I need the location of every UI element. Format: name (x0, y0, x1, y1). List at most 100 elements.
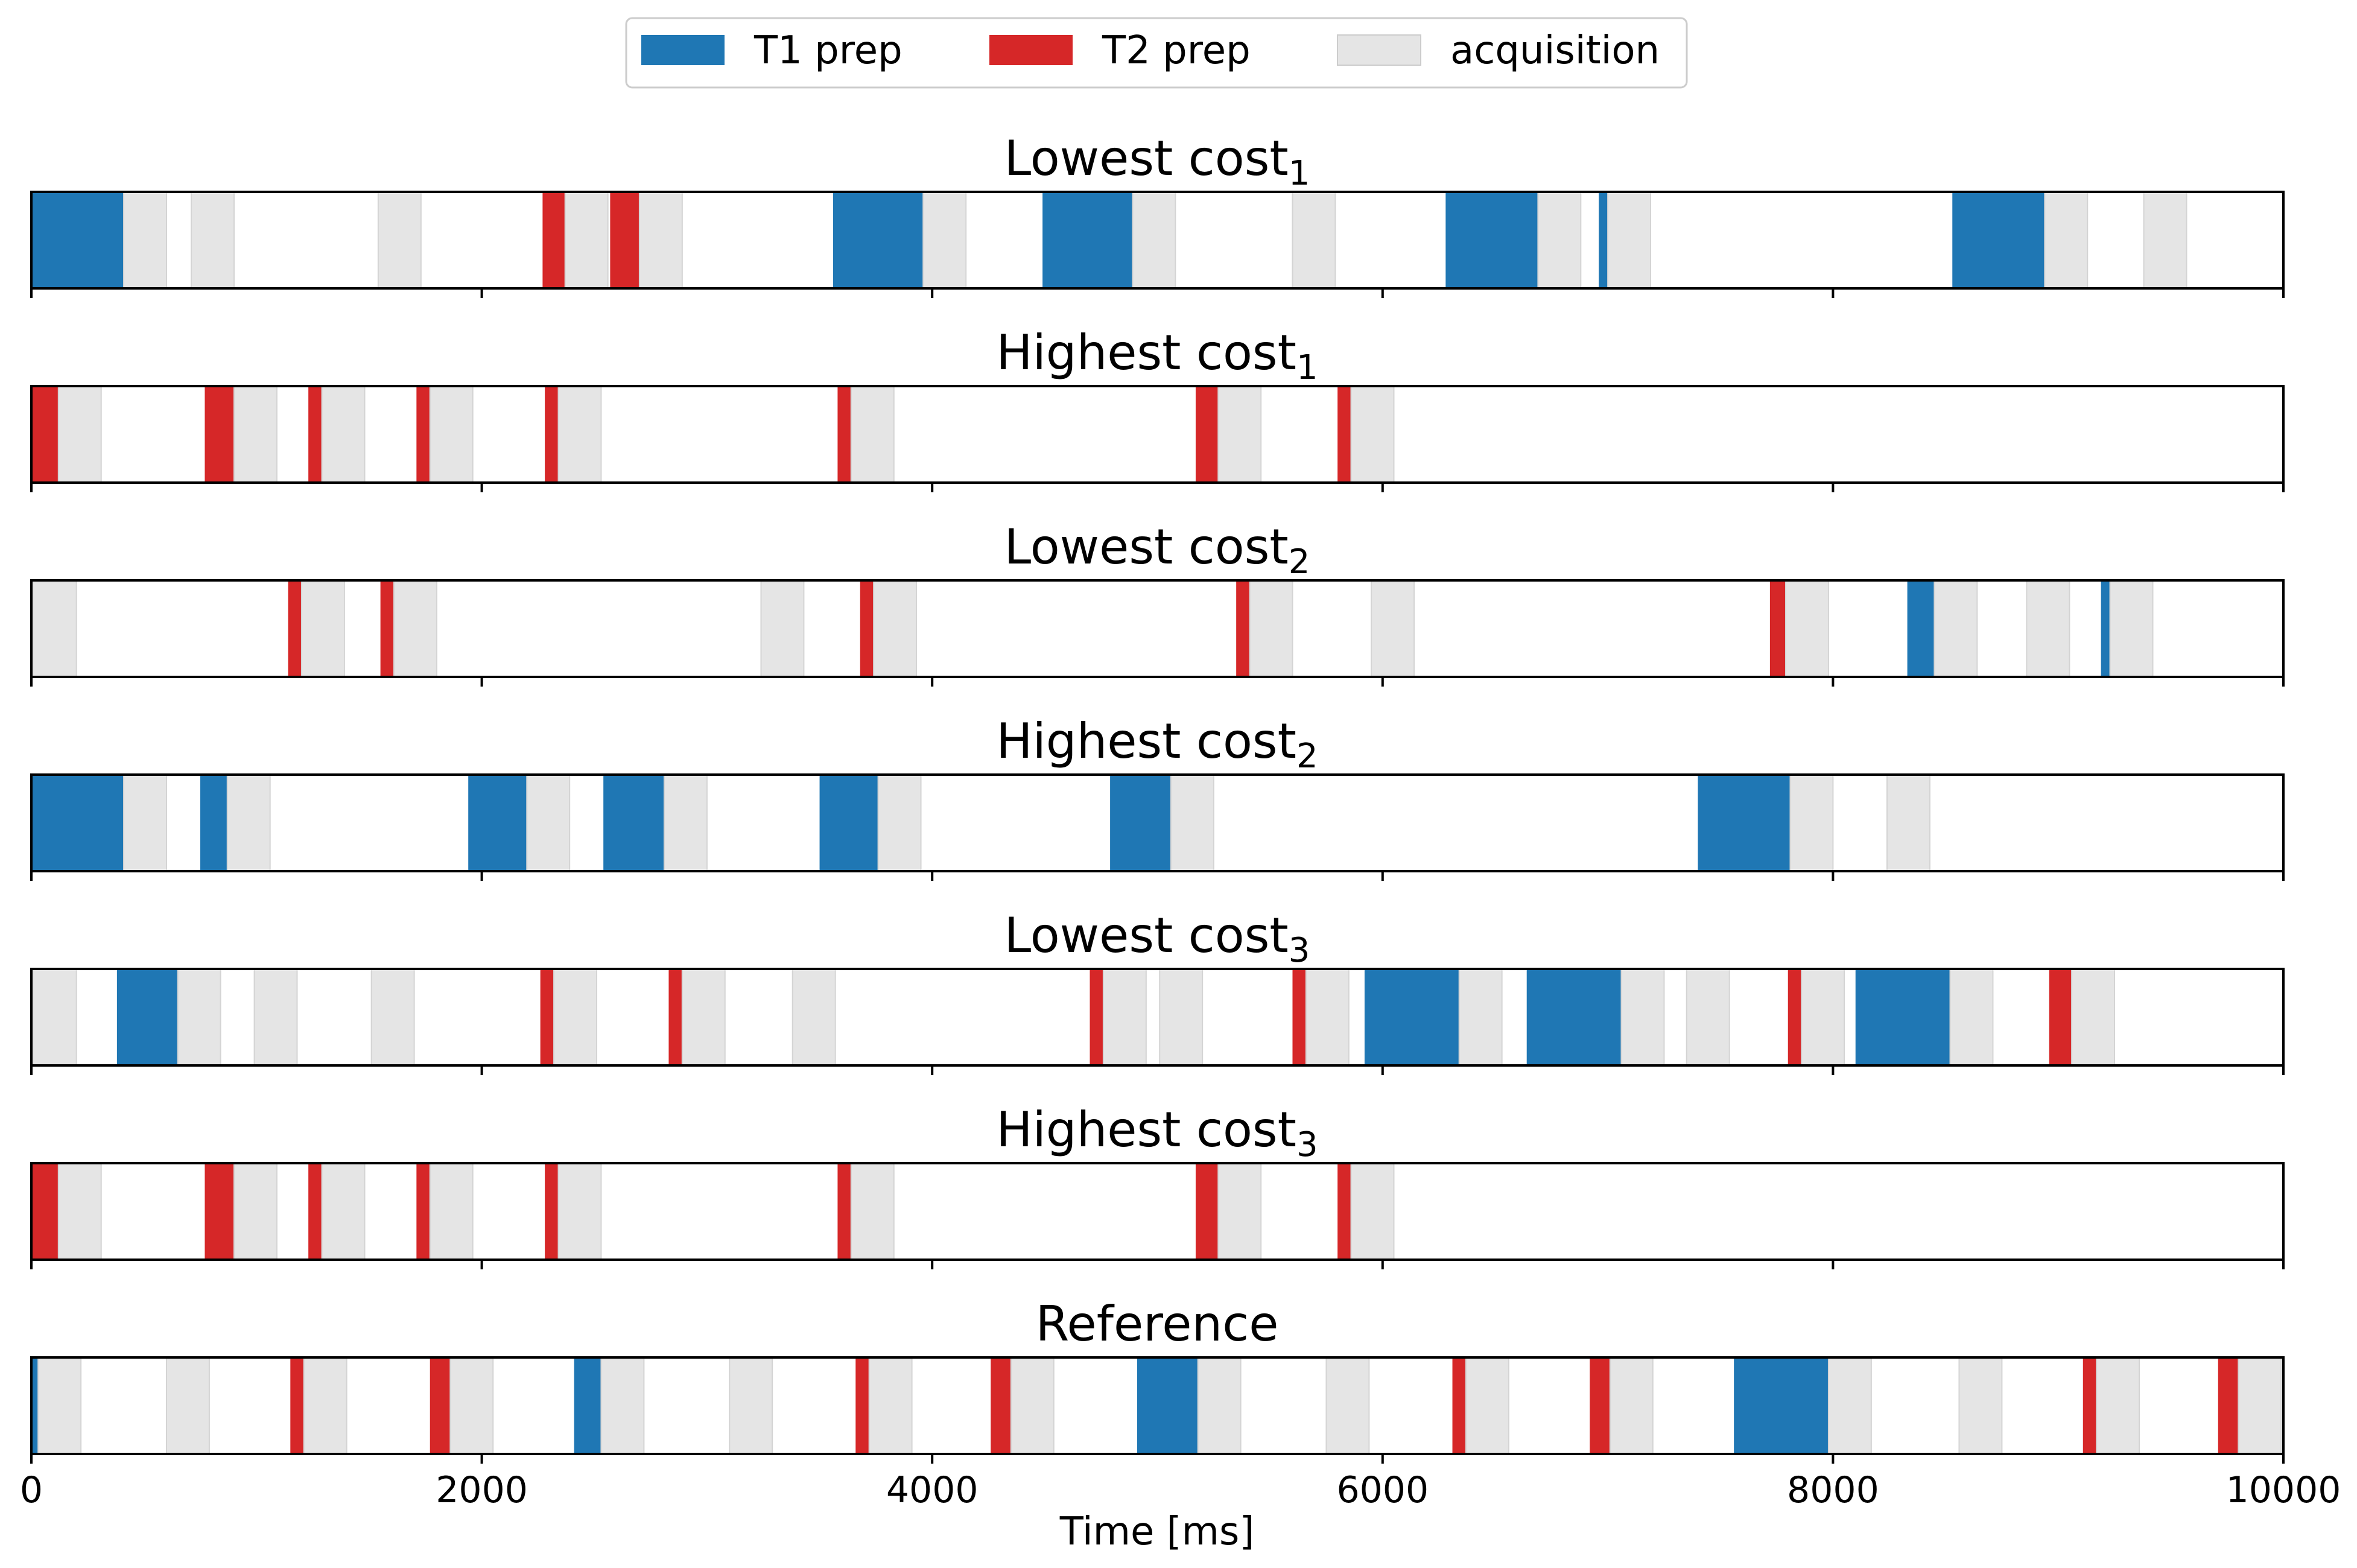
segment-acq (226, 774, 271, 872)
segment-acq (681, 968, 726, 1066)
segment-acq (370, 968, 415, 1066)
segment-t2 (416, 386, 430, 483)
panel-title-text: Lowest cost (1004, 519, 1289, 575)
segment-t1 (1599, 192, 1608, 288)
segment-acq (37, 1357, 82, 1455)
segment-acq (2143, 191, 2187, 289)
panel-title: Lowest cost3 (1004, 907, 1310, 970)
segment-acq (1609, 1357, 1654, 1455)
segment-acq (600, 1357, 645, 1455)
segment-t1 (1137, 1357, 1198, 1454)
x-tick-label: 0 (20, 1469, 43, 1511)
panel-title: Highest cost1 (996, 325, 1318, 387)
segment-t2 (1236, 580, 1250, 677)
panel-title-subscript: 2 (1289, 542, 1310, 582)
panel-title-text: Lowest cost (1004, 130, 1289, 186)
segment-acq (557, 386, 602, 483)
segment-t2 (308, 1163, 322, 1260)
segment-t2 (1337, 386, 1351, 483)
segment-t2 (540, 969, 554, 1065)
segment-acq (1620, 968, 1665, 1066)
segment-t2 (308, 386, 322, 483)
segment-t1 (468, 775, 527, 871)
segment-acq (1949, 968, 1994, 1066)
segment-t2 (1337, 1163, 1351, 1260)
segment-t1 (1445, 192, 1538, 288)
segment-t2 (2218, 1357, 2239, 1454)
segment-acq (1801, 968, 1845, 1066)
panel-title-subscript: 1 (1289, 154, 1310, 193)
segment-acq (877, 774, 922, 872)
segment-acq (2044, 191, 2089, 289)
segment-acq (1350, 1163, 1395, 1260)
segment-acq (1325, 1357, 1370, 1455)
segment-t2 (668, 969, 682, 1065)
segment-acq (2109, 580, 2154, 678)
segment-t1 (819, 775, 878, 871)
segment-acq (57, 386, 102, 483)
segment-acq (177, 968, 221, 1066)
segment-acq (1132, 191, 1176, 289)
segment-acq (321, 386, 366, 483)
segment-acq (526, 774, 571, 872)
segment-acq (1686, 968, 1730, 1066)
panel-7: Reference 0 2000 4000 6000 8000 10000 (20, 1296, 2341, 1511)
panel-1: Lowest cost1 (30, 130, 2285, 298)
segment-acq (253, 968, 298, 1066)
segment-acq (791, 968, 836, 1066)
panel-title-text: Highest cost (996, 325, 1296, 381)
segment-t2 (837, 386, 851, 483)
panel-title: Lowest cost1 (1004, 130, 1310, 193)
segment-t2 (380, 580, 395, 677)
segment-acq (1934, 580, 1978, 678)
segment-acq (1537, 191, 1582, 289)
segment-acq (760, 580, 805, 678)
segment-acq (429, 386, 474, 483)
segment-acq (1010, 1357, 1055, 1455)
segment-acq (553, 968, 597, 1066)
panel-frame (30, 579, 2285, 678)
segment-acq (1789, 774, 1834, 872)
segment-t2 (1590, 1357, 1610, 1454)
segment-t1 (1110, 775, 1171, 871)
segment-t2 (545, 1163, 559, 1260)
segment-acq (1465, 1357, 1509, 1455)
segment-acq (1159, 968, 1204, 1066)
segment-t2 (1788, 969, 1802, 1065)
segment-acq (31, 968, 77, 1066)
segment-t2 (288, 580, 302, 677)
segment-acq (429, 1163, 474, 1260)
segment-acq (123, 774, 167, 872)
x-tick-label: 4000 (886, 1469, 979, 1511)
segment-t2 (545, 386, 559, 483)
segment-t1 (2101, 580, 2110, 677)
segment-acq (850, 386, 895, 483)
segment-t2 (1452, 1357, 1466, 1454)
segment-acq (31, 580, 77, 678)
segment-acq (449, 1357, 494, 1455)
segment-t2 (2083, 1357, 2097, 1454)
panel-title-subscript: 3 (1296, 1125, 1318, 1164)
segment-acq (233, 386, 278, 483)
segment-acq (1607, 191, 1652, 289)
segment-t1 (1698, 775, 1791, 871)
segment-acq (321, 1163, 366, 1260)
segment-acq (638, 191, 683, 289)
segment-acq (1217, 1163, 1262, 1260)
segment-t1 (1907, 580, 1935, 677)
segment-t2 (205, 1163, 234, 1260)
segment-t1 (603, 775, 664, 871)
panel-title: Highest cost3 (996, 1102, 1318, 1164)
panel-frame (30, 191, 2285, 290)
segment-t1 (31, 192, 124, 288)
legend-label-t1: T1 prep (753, 28, 903, 73)
segment-t2 (2049, 969, 2072, 1065)
segment-acq (303, 1357, 347, 1455)
segment-acq (557, 1163, 602, 1260)
panel-title: Reference (1036, 1296, 1279, 1352)
legend-label-acquisition: acquisition (1450, 28, 1660, 73)
segment-t2 (31, 386, 59, 483)
legend-label-t2: T2 prep (1102, 28, 1251, 73)
segment-acq (377, 191, 422, 289)
panel-title-text: Lowest cost (1004, 907, 1289, 963)
